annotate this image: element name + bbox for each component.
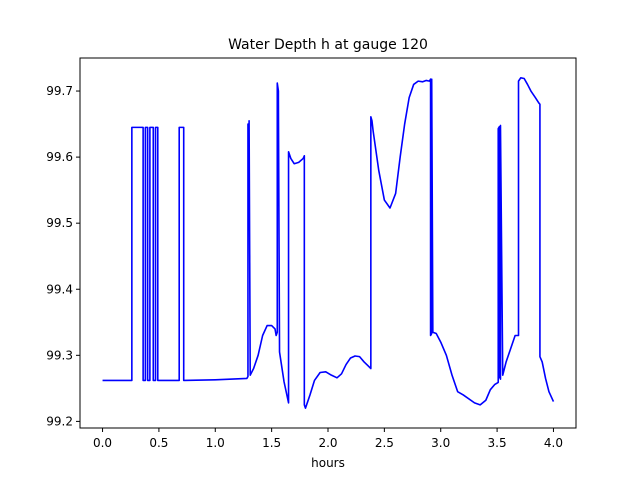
plot-area (102, 77, 555, 409)
x-tick-label: 2.5 (375, 436, 394, 450)
y-tick-label: 99.7 (46, 84, 73, 98)
x-tick-label: 1.5 (262, 436, 281, 450)
x-tick-label: 1.0 (206, 436, 225, 450)
axes-frame (79, 57, 577, 429)
x-tick-label: 3.5 (488, 436, 507, 450)
y-axis: 99.2 99.3 99.4 99.5 99.6 99.7 (46, 84, 80, 428)
y-tick-label: 99.2 (46, 414, 73, 428)
x-tick-label: 0.5 (149, 436, 168, 450)
y-tick-label: 99.6 (46, 150, 73, 164)
chart-title: Water Depth h at gauge 120 (228, 37, 428, 53)
x-tick-label: 3.0 (431, 436, 450, 450)
y-tick-label: 99.5 (46, 216, 73, 230)
y-tick-label: 99.4 (46, 282, 73, 296)
y-tick-label: 99.3 (46, 348, 73, 362)
x-tick-label: 0.0 (93, 436, 112, 450)
x-tick-label: 2.0 (318, 436, 337, 450)
x-axis: 0.0 0.5 1.0 1.5 2.0 2.5 3.0 3.5 4.0 (93, 428, 563, 450)
x-tick-label: 4.0 (544, 436, 563, 450)
series-line (102, 77, 555, 409)
x-axis-label: hours (311, 456, 345, 470)
